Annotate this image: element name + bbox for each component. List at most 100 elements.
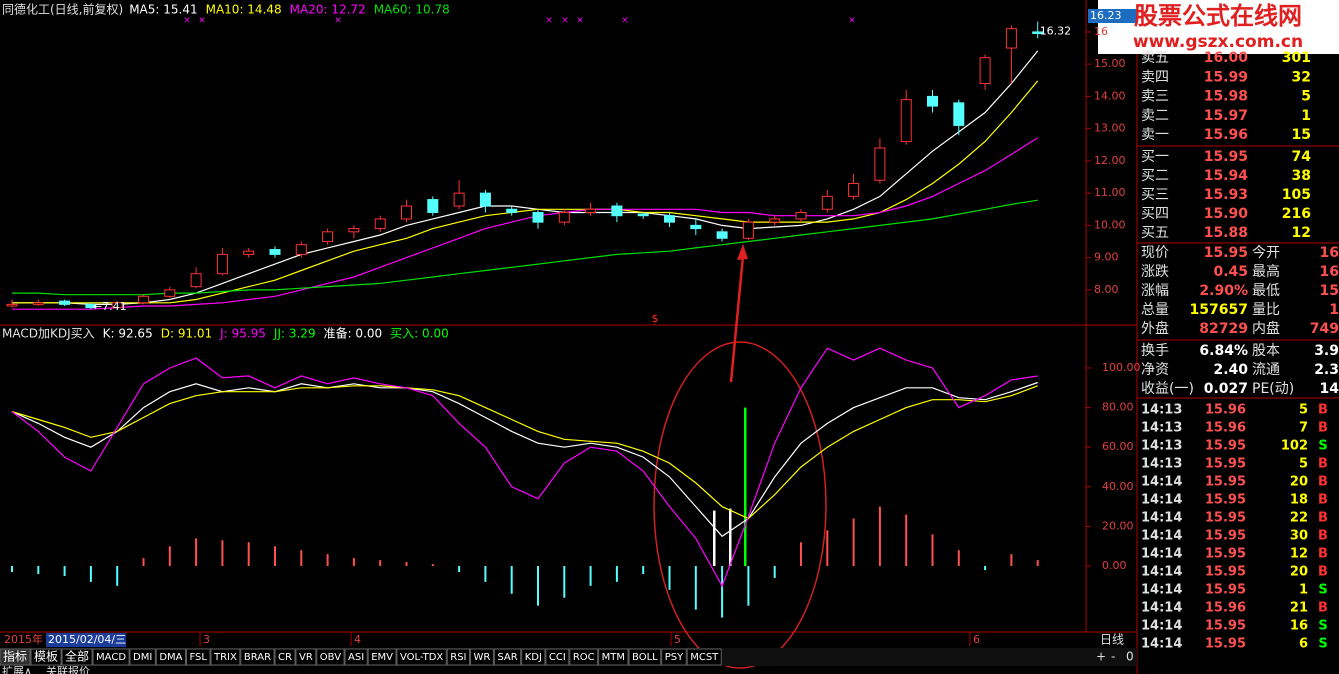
tab-label[interactable]: BRAR [244,652,271,663]
marker: × [561,16,569,26]
footer-tab[interactable]: 关联报价 [46,664,90,674]
tab[interactable] [628,648,662,666]
trade-side: B [1318,475,1328,490]
stat-value: 0.027 [1204,381,1248,397]
tab[interactable] [155,648,186,666]
stat-value: 749 [1310,321,1339,337]
macd-bar [1010,554,1013,567]
stat-label: 涨幅 [1141,283,1169,299]
candle-body [953,102,965,126]
tab-label[interactable]: 模板 [34,650,58,664]
tab[interactable] [521,648,546,666]
macd-bar [247,542,250,567]
tab-label[interactable]: FSL [189,652,207,663]
stat-value: 16 [1320,264,1339,280]
tab-label[interactable]: TRIX [213,652,237,663]
candle-body [979,57,991,85]
arrow-head [737,244,748,260]
macd-bar [615,566,618,582]
tab-label[interactable]: VR [299,652,313,663]
y-tick-label: 100.00 [1102,361,1141,374]
book-label: 买三 [1141,187,1169,203]
candle-body [59,300,71,305]
tab-label[interactable]: MTM [602,652,625,663]
trade-volume: 6 [1299,637,1308,652]
tab-label[interactable]: SAR [497,652,517,663]
stat-label: 总量 [1141,302,1169,318]
tab[interactable] [344,648,368,666]
tab-label[interactable]: 全部 [65,649,89,664]
tab[interactable] [92,648,130,666]
tab-label[interactable]: ROC [573,652,595,663]
tab[interactable] [129,648,156,666]
tab[interactable] [185,648,211,666]
tab[interactable] [0,648,31,666]
tab-label[interactable]: MACD [96,652,126,663]
stat-value: 3.9 [1314,343,1339,359]
trade-side: B [1318,511,1328,526]
tab-label[interactable]: KDJ [525,652,542,663]
candle-body [532,211,544,223]
tab[interactable] [316,648,345,666]
candle-body [821,195,833,210]
zoom-button[interactable]: 0 [1126,650,1134,664]
candle-body [243,250,255,255]
tab-label[interactable]: BOLL [632,652,658,663]
tab-label[interactable]: OBV [320,652,341,663]
tab[interactable] [30,648,62,666]
tab-label[interactable]: DMI [133,652,152,663]
book-price: 15.95 [1204,149,1248,165]
tab-label[interactable]: CCI [549,652,566,663]
macd-bar [379,560,382,567]
tab-label[interactable]: PSY [665,652,684,663]
tab[interactable] [545,648,570,666]
y-tick-label: 60.00 [1102,440,1134,453]
trade-volume: 22 [1290,511,1308,526]
candle-body [348,228,360,233]
tab-label[interactable]: MCST [690,652,719,663]
macd-bar [563,566,566,598]
tab[interactable] [367,648,397,666]
candle-body [111,302,123,309]
ma-legend: MA5: 15.41 [129,3,197,17]
tab[interactable] [240,648,275,666]
footer-tab[interactable]: 扩展∧ [2,664,32,674]
candle-body [585,208,597,213]
tab-label[interactable]: DMA [159,652,182,663]
trade-side: S [1318,619,1327,634]
logo-name: 股票公式在线网 [1134,2,1302,30]
book-volume: 1 [1301,108,1311,124]
tab[interactable] [274,648,296,666]
y-tick-label: 12.00 [1094,154,1126,167]
zoom-button[interactable]: + [1096,650,1106,664]
trade-price: 15.95 [1205,493,1246,508]
tab[interactable] [569,648,599,666]
tab-label[interactable]: RSI [450,652,466,663]
tab-label[interactable]: WR [474,652,491,663]
trade-time: 14:14 [1141,511,1182,526]
tab[interactable] [470,648,494,666]
tab[interactable] [61,648,93,666]
tab[interactable] [661,648,687,666]
tab[interactable] [295,648,317,666]
zoom-button[interactable]: - [1111,650,1115,664]
tab-label[interactable]: ASI [348,652,364,663]
tab-label[interactable]: EMV [371,652,393,663]
tab[interactable] [446,648,471,666]
tab[interactable] [396,648,447,666]
trade-time: 14:14 [1141,529,1182,544]
stat-value: 14 [1320,381,1339,397]
tab[interactable] [493,648,522,666]
macd-bar [510,566,513,594]
tab[interactable] [686,648,722,666]
tab-label[interactable]: VOL-TDX [400,652,443,663]
tab[interactable] [210,648,241,666]
trade-time: 14:14 [1141,583,1182,598]
tab-label[interactable]: CR [278,652,292,663]
trade-side: B [1318,403,1328,418]
tab[interactable] [598,648,629,666]
trade-side: B [1318,529,1328,544]
y-tick-label: 20.00 [1102,519,1134,532]
tab-label[interactable]: 指标 [3,649,27,664]
